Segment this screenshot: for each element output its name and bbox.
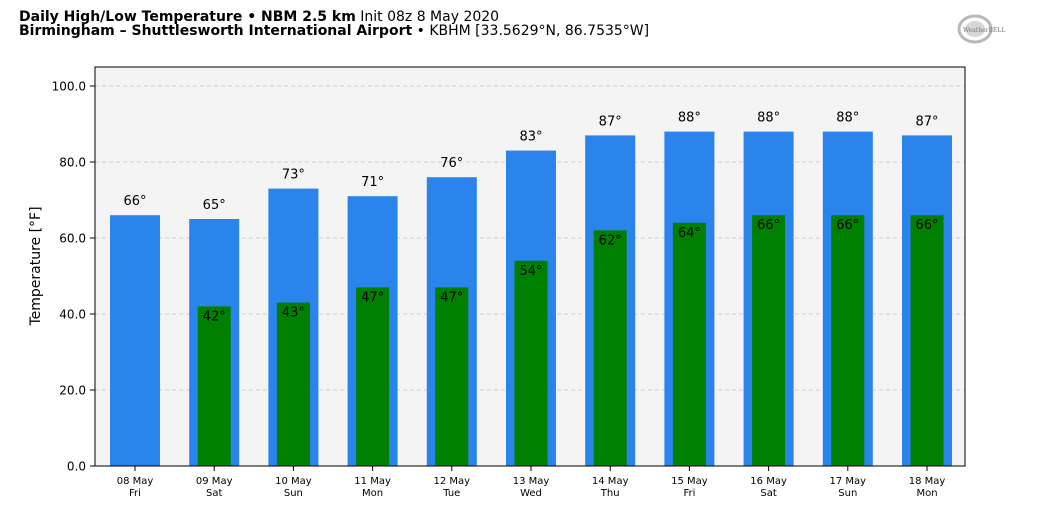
high-label: 71° — [361, 175, 384, 190]
low-label: 66° — [915, 218, 938, 233]
weatherbell-logo: WeatherBELL — [957, 14, 1005, 44]
low-bar — [752, 215, 786, 466]
y-tick-label: 20.0 — [59, 384, 86, 398]
low-bar — [593, 230, 627, 466]
station-title: Birmingham – Shuttlesworth International… — [19, 23, 649, 39]
low-bar — [197, 306, 231, 466]
x-tick-day: Fri — [683, 488, 695, 499]
title-main: Daily High/Low Temperature • NBM 2.5 km — [19, 9, 356, 25]
low-label: 47° — [361, 290, 384, 305]
y-axis-label: Temperature [°F] — [28, 206, 44, 326]
x-tick-day: Fri — [129, 488, 141, 499]
x-tick-date: 09 May — [196, 476, 233, 487]
y-tick-label: 0.0 — [67, 460, 86, 474]
high-label: 66° — [123, 194, 146, 209]
high-bar — [110, 215, 160, 466]
x-tick-date: 16 May — [750, 476, 787, 487]
data-labels: 66° 65° 42° 73° 43° 71° 47° 76° 47° 83° 54° 87° 62° 8… — [123, 111, 938, 325]
high-label: 73° — [282, 168, 305, 183]
low-label: 42° — [203, 309, 226, 324]
x-tick-day: Sun — [838, 488, 857, 499]
low-label: 62° — [599, 233, 622, 248]
x-tick-day: Sat — [760, 488, 776, 499]
x-tick-date: 12 May — [434, 476, 471, 487]
high-label: 87° — [915, 114, 938, 129]
x-tick-date: 13 May — [513, 476, 550, 487]
high-label: 88° — [757, 111, 780, 126]
x-tick-day: Sun — [284, 488, 303, 499]
x-tick-day: Mon — [916, 488, 937, 499]
low-bar — [831, 215, 865, 466]
x-tick-day: Mon — [362, 488, 383, 499]
low-label: 43° — [282, 306, 305, 321]
x-tick-date: 10 May — [275, 476, 312, 487]
high-label: 65° — [203, 198, 226, 213]
y-tick-label: 100.0 — [52, 80, 86, 94]
low-label: 47° — [440, 290, 463, 305]
low-bar — [276, 302, 310, 466]
x-tick-date: 11 May — [354, 476, 391, 487]
x-tick-date: 08 May — [117, 476, 154, 487]
low-label: 64° — [678, 226, 701, 241]
high-bars — [110, 131, 952, 466]
chart-title: Daily High/Low Temperature • NBM 2.5 km … — [19, 9, 499, 25]
low-label: 66° — [836, 218, 859, 233]
high-label: 83° — [519, 130, 542, 145]
low-bar — [910, 215, 944, 466]
low-bar — [672, 222, 706, 466]
high-label: 88° — [678, 111, 701, 126]
y-tick-label: 40.0 — [59, 308, 86, 322]
high-label: 76° — [440, 156, 463, 171]
station-info: • KBHM [33.5629°N, 86.7535°W] — [416, 23, 650, 39]
x-tick-date: 14 May — [592, 476, 629, 487]
station-name: Birmingham – Shuttlesworth International… — [19, 23, 413, 39]
init-time: Init 08z 8 May 2020 — [360, 9, 500, 25]
low-bars — [197, 215, 944, 466]
plot-frame — [94, 66, 966, 467]
y-tick-label: 80.0 — [59, 156, 86, 170]
x-tick-date: 17 May — [830, 476, 867, 487]
x-tick-day: Tue — [442, 488, 460, 499]
x-tick-date: 18 May — [909, 476, 946, 487]
high-label: 87° — [599, 114, 622, 129]
low-bar — [514, 260, 548, 466]
x-tick-day: Thu — [600, 488, 620, 499]
logo-text: WeatherBELL — [963, 27, 1005, 34]
x-tick-date: 15 May — [671, 476, 708, 487]
y-axis: 0.0 20.0 40.0 60.0 80.0 100.0 — [52, 80, 95, 474]
low-label: 66° — [757, 218, 780, 233]
low-bar — [356, 287, 390, 466]
y-tick-label: 60.0 — [59, 232, 86, 246]
x-tick-day: Sat — [206, 488, 222, 499]
x-tick-day: Wed — [520, 488, 542, 499]
low-label: 54° — [519, 264, 542, 279]
low-bar — [435, 287, 469, 466]
high-label: 88° — [836, 111, 859, 126]
